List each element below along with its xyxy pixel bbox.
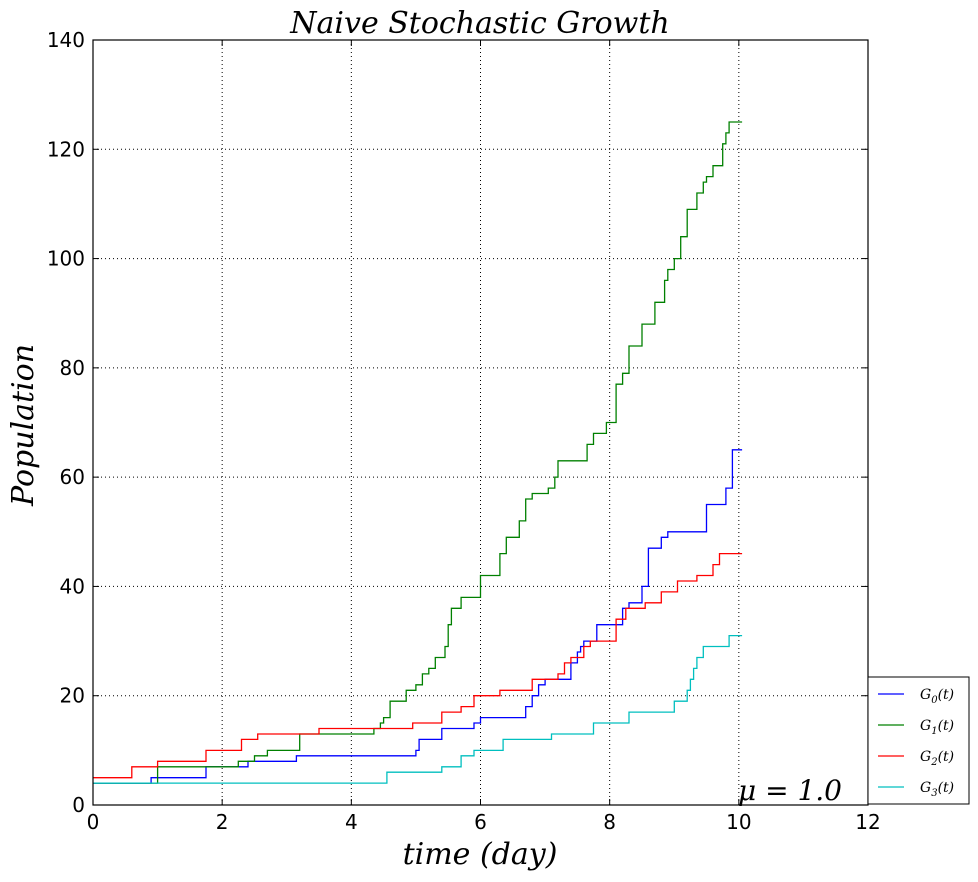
series-line-g0 xyxy=(93,449,743,784)
legend-label: G1(t) xyxy=(920,718,954,737)
y-tick-label: 60 xyxy=(60,465,85,489)
legend-label: G0(t) xyxy=(920,687,954,706)
legend-label: G2(t) xyxy=(920,749,954,768)
x-tick-label: 2 xyxy=(216,810,229,834)
y-tick-label: 0 xyxy=(72,793,85,817)
y-tick-label: 20 xyxy=(60,684,85,708)
series-layer xyxy=(93,121,743,784)
x-tick-label: 0 xyxy=(87,810,100,834)
x-tick-label: 10 xyxy=(726,810,751,834)
y-tick-label: 100 xyxy=(47,247,85,271)
series-line-g3 xyxy=(93,634,743,784)
grid-lines xyxy=(93,40,868,805)
legend-box xyxy=(867,676,970,805)
legend: G0(t) G1(t) G2(t) G3(t) xyxy=(867,676,970,805)
x-tick-label: 8 xyxy=(603,810,616,834)
series-line-g2 xyxy=(93,552,743,779)
y-axis-label: Population xyxy=(6,344,41,507)
x-tick-label: 12 xyxy=(855,810,880,834)
x-tick-label: 4 xyxy=(345,810,358,834)
chart-title: Naive Stochastic Growth xyxy=(289,6,669,41)
y-tick-label: 80 xyxy=(60,356,85,380)
y-tick-label: 140 xyxy=(47,28,85,52)
x-tick-label: 6 xyxy=(474,810,487,834)
mu-annotation: μ = 1.0 xyxy=(738,774,842,807)
plot-frame xyxy=(92,39,869,806)
axis-ticks xyxy=(92,39,869,806)
x-axis-label: time (day) xyxy=(403,837,558,872)
y-tick-label: 40 xyxy=(60,574,85,598)
series-line-g1 xyxy=(93,121,743,784)
legend-label: G3(t) xyxy=(920,780,954,799)
y-tick-label: 120 xyxy=(47,137,85,161)
